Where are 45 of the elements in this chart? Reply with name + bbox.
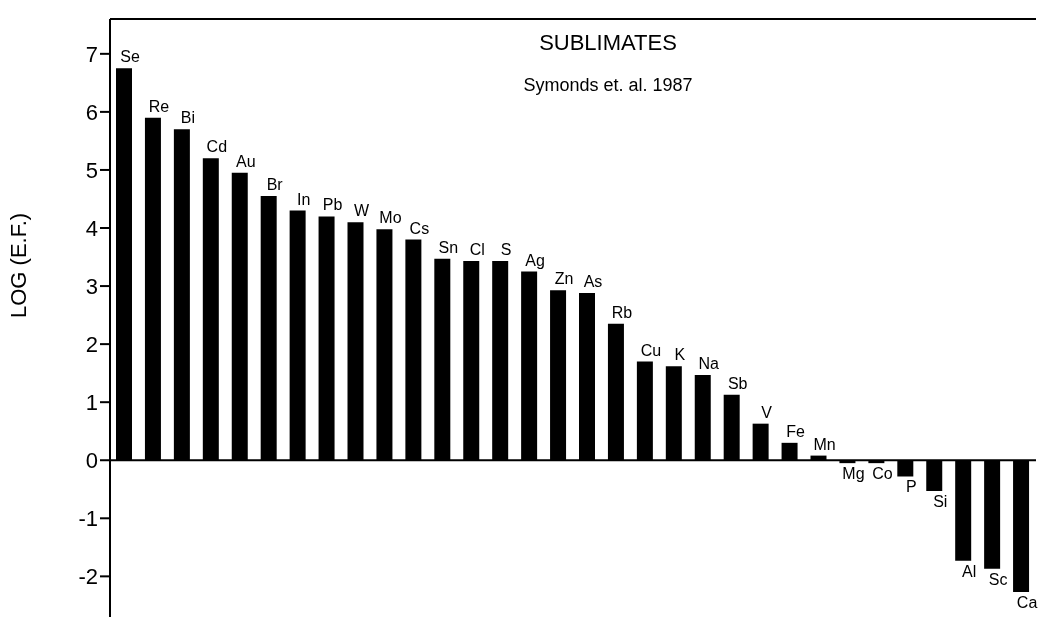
x-tick-label: Mn — [813, 435, 836, 453]
y-tick-label: 5 — [85, 157, 98, 183]
x-tick-label: Cu — [640, 341, 662, 359]
x-tick-label: K — [674, 346, 686, 364]
x-tick-label: V — [761, 403, 773, 421]
x-tick-label: P — [905, 478, 917, 496]
x-tick-label: Pb — [322, 196, 343, 214]
x-tick-label: Fe — [786, 422, 805, 440]
text: Symonds et. al. 1987 — [522, 75, 694, 96]
x-tick-label: Cd — [206, 138, 228, 156]
x-tick-label: Cl — [469, 241, 485, 259]
x-tick-label: S — [500, 241, 512, 259]
x-tick-label: Zn — [554, 270, 574, 288]
x-tick-label: Sn — [438, 238, 459, 256]
x-tick-label: Mg — [842, 465, 865, 483]
y-tick-label: 6 — [85, 99, 98, 125]
y-tick-label: 7 — [85, 41, 98, 67]
x-tick-label: In — [296, 190, 311, 208]
x-tick-label: Br — [266, 176, 284, 194]
x-tick-label: Rb — [611, 303, 633, 321]
x-tick-label: Al — [962, 562, 977, 580]
y-tick-label: 1 — [85, 389, 98, 415]
x-tick-label: W — [353, 202, 370, 220]
x-tick-label: As — [583, 273, 603, 291]
y-tick-label: 2 — [85, 331, 98, 357]
x-tick-label: Au — [235, 152, 256, 170]
x-tick-label: Re — [148, 97, 170, 115]
y-tick-label: -1 — [78, 506, 98, 532]
x-tick-label: Bi — [180, 109, 195, 127]
y-tick-label: -2 — [78, 564, 98, 590]
x-tick-label: Cs — [409, 219, 430, 237]
x-tick-label: Na — [698, 354, 720, 372]
x-tick-label: Mo — [379, 209, 402, 227]
x-tick-label: Sc — [988, 570, 1008, 588]
x-tick-label: Ca — [1016, 594, 1038, 612]
x-tick-label: Co — [872, 465, 893, 483]
x-tick-label: Sb — [727, 374, 748, 392]
text: SUBLIMATES — [538, 30, 678, 56]
y-tick-label: 4 — [85, 215, 98, 241]
x-tick-label: Ag — [525, 251, 545, 269]
y-tick-label: 3 — [85, 273, 98, 299]
x-tick-label: Si — [933, 493, 948, 511]
y-tick-label: 0 — [85, 448, 98, 474]
x-tick-label: Se — [120, 48, 140, 66]
y-axis-title: LOG (E.F.) — [5, 212, 31, 318]
